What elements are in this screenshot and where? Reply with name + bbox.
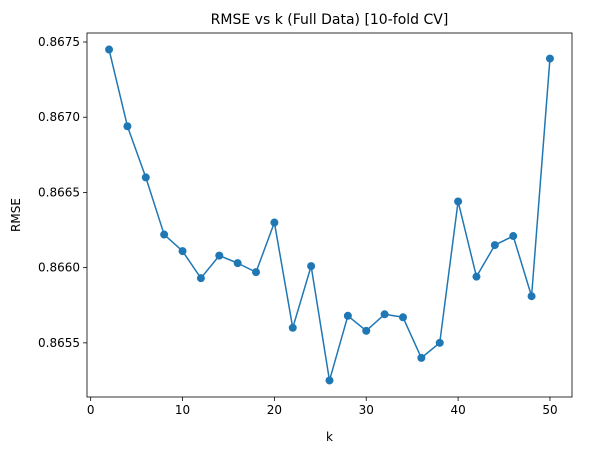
data-point [307, 262, 316, 271]
chart-title: RMSE vs k (Full Data) [10-fold CV] [211, 12, 449, 28]
data-point [233, 259, 242, 268]
y-tick-label: 0.8675 [38, 35, 80, 49]
data-point [472, 272, 481, 281]
x-tick-label: 20 [267, 403, 282, 417]
data-point [215, 251, 224, 260]
y-tick-label: 0.8660 [38, 261, 80, 275]
data-point [288, 323, 297, 332]
data-point [454, 197, 463, 206]
data-point [160, 230, 169, 239]
data-point [252, 268, 261, 277]
data-point [196, 274, 205, 283]
axes: 0 10 20 30 40 50 0.8655 0.8660 0.8665 0.8670 0.867… [38, 32, 573, 417]
data-point [178, 247, 187, 256]
data-point [270, 218, 279, 227]
x-tick-label: 10 [175, 403, 190, 417]
data-point [527, 292, 536, 301]
data-point [490, 241, 499, 250]
data-point [123, 122, 132, 131]
data-point [398, 313, 407, 322]
plot-area [105, 45, 554, 385]
x-tick-label: 30 [359, 403, 374, 417]
y-tick-label: 0.8665 [38, 185, 80, 199]
x-tick-label: 50 [542, 403, 557, 417]
data-point [509, 232, 518, 241]
y-axis-label: RMSE [9, 198, 23, 232]
data-point [545, 54, 554, 63]
data-point [105, 45, 114, 54]
x-axis-label: k [326, 430, 333, 444]
series-line [108, 49, 551, 382]
data-point [343, 311, 352, 320]
y-tick-label: 0.8655 [38, 336, 80, 350]
data-point [380, 310, 389, 319]
x-tick-label: 40 [450, 403, 465, 417]
data-point [417, 353, 426, 362]
y-tick-label: 0.8670 [38, 110, 80, 124]
axes-frame [86, 32, 573, 398]
data-point [325, 376, 334, 385]
x-tick-label: 0 [87, 403, 95, 417]
data-point [362, 326, 371, 335]
data-point [141, 173, 150, 182]
data-point [435, 338, 444, 347]
